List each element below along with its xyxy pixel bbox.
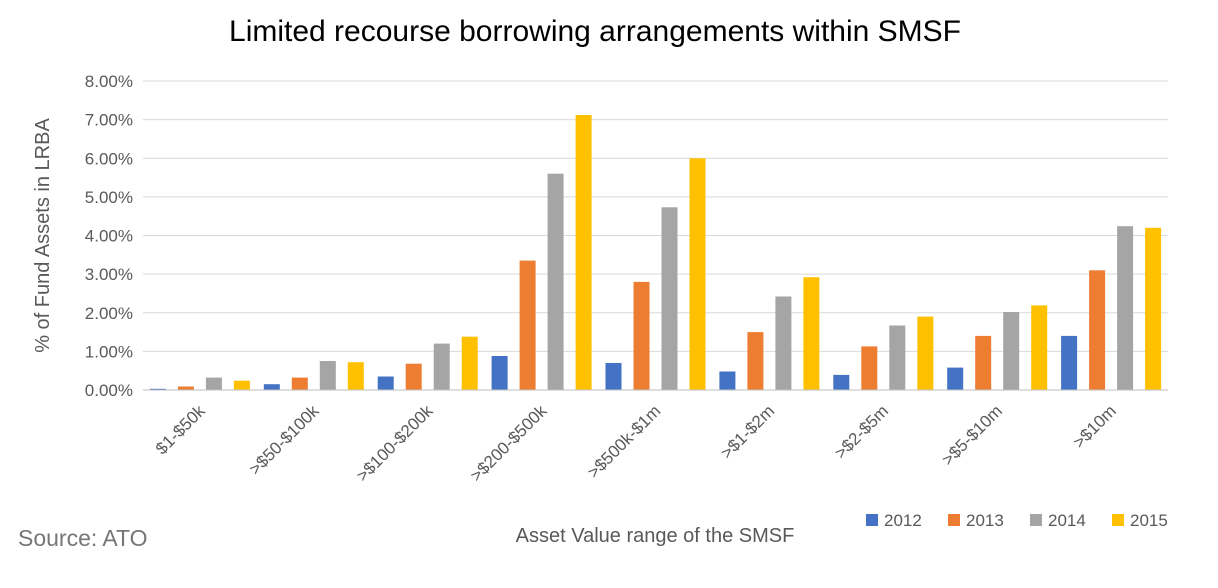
- bar: [975, 335, 992, 390]
- legend-swatch: [866, 514, 878, 526]
- bar: [775, 296, 792, 390]
- gridlines: [143, 80, 1168, 352]
- bar: [1031, 305, 1048, 390]
- legend-label: 2014: [1048, 511, 1086, 530]
- x-category-label: >$500k-$1m: [584, 401, 665, 482]
- bar: [689, 158, 706, 391]
- y-tick-label: 1.00%: [85, 342, 133, 361]
- x-category-label: >$200-$500k: [466, 401, 550, 485]
- bar: [861, 346, 878, 390]
- bar: [347, 362, 364, 390]
- x-category-label: >$5-$10m: [938, 401, 1006, 469]
- bar: [377, 376, 394, 390]
- legend: 2012 2013 2014 2015: [866, 511, 1168, 530]
- x-category-label: $1-$50k: [152, 401, 209, 458]
- y-tick-label: 0.00%: [85, 381, 133, 400]
- x-category-label: >$50-$100k: [245, 401, 323, 479]
- bar: [405, 363, 422, 390]
- bar: [1061, 335, 1078, 390]
- x-axis-title: Asset Value range of the SMSF: [516, 525, 795, 547]
- x-axis-categories: $1-$50k >$50-$100k >$100-$200k >$200-$500k >…: [152, 401, 1120, 485]
- bar: [205, 377, 222, 390]
- bar: [889, 325, 906, 390]
- bar: [433, 343, 450, 390]
- bar: [1145, 227, 1162, 390]
- bar: [633, 281, 650, 390]
- x-category-label: >$2-$5m: [831, 401, 892, 462]
- source-note: Source: ATO: [18, 525, 148, 551]
- y-tick-label: 8.00%: [85, 72, 133, 91]
- legend-swatch: [1030, 514, 1042, 526]
- bar: [719, 371, 736, 390]
- bar: [833, 374, 850, 390]
- y-tick-label: 3.00%: [85, 265, 133, 284]
- y-tick-label: 5.00%: [85, 188, 133, 207]
- bar: [233, 380, 250, 390]
- legend-label: 2013: [966, 511, 1004, 530]
- bar: [947, 367, 964, 390]
- x-category-label: >$10m: [1069, 401, 1120, 452]
- bar: [1117, 226, 1134, 390]
- bar: [1003, 312, 1020, 390]
- y-tick-label: 7.00%: [85, 111, 133, 130]
- legend-swatch: [948, 514, 960, 526]
- bar: [491, 356, 508, 390]
- y-tick-label: 6.00%: [85, 149, 133, 168]
- legend-label: 2015: [1130, 511, 1168, 530]
- y-axis-title: % of Fund Assets in LRBA: [32, 118, 54, 353]
- legend-swatch: [1112, 514, 1124, 526]
- bar: [547, 173, 564, 390]
- y-axis-ticks: 0.00% 1.00% 2.00% 3.00% 4.00% 5.00% 6.00% 7.00%…: [85, 72, 133, 400]
- bars: [149, 115, 1162, 391]
- legend-label: 2012: [884, 511, 922, 530]
- bar: [747, 332, 764, 390]
- bar: [575, 115, 592, 390]
- bar: [803, 277, 820, 390]
- bar: [1089, 270, 1106, 390]
- y-tick-label: 4.00%: [85, 227, 133, 246]
- bar: [519, 260, 536, 390]
- bar: [661, 207, 678, 390]
- bar: [917, 316, 934, 390]
- x-category-label: >$1-$2m: [717, 401, 778, 462]
- y-tick-label: 2.00%: [85, 304, 133, 323]
- bar: [177, 386, 194, 390]
- bar: [291, 377, 308, 390]
- bar: [149, 388, 166, 390]
- x-category-label: >$100-$200k: [353, 401, 437, 485]
- bar: [461, 336, 478, 390]
- bar: [605, 363, 622, 390]
- bar: [319, 361, 336, 390]
- bar: [263, 384, 280, 390]
- chart-title: Limited recourse borrowing arrangements …: [229, 15, 961, 48]
